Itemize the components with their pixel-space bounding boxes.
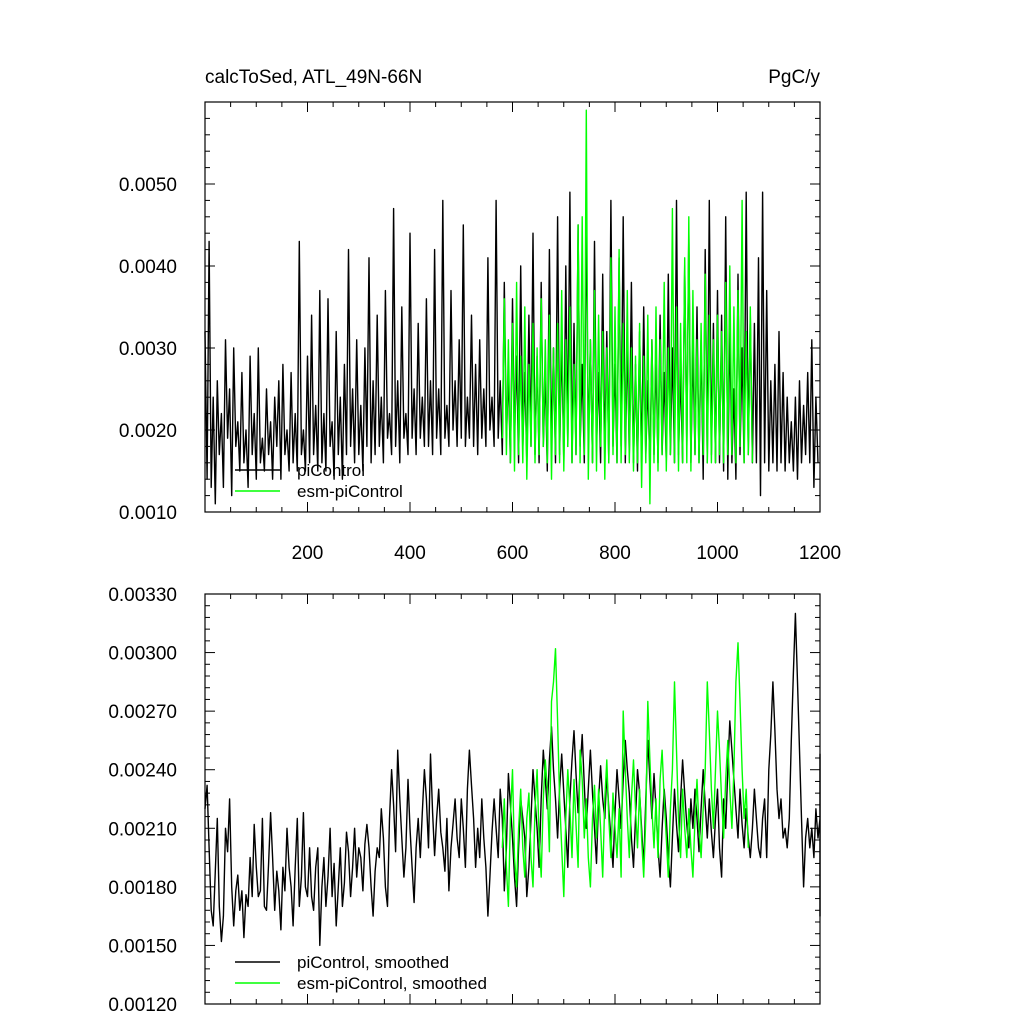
x-tick-label: 800 xyxy=(599,543,631,564)
y-tick-label: 0.0030 xyxy=(119,339,177,360)
chart-title-right-units: PgC/y xyxy=(768,67,820,88)
series-line-esm-picontrol xyxy=(501,109,754,505)
y-tick-label: 0.00300 xyxy=(108,644,177,665)
y-tick-label: 0.0020 xyxy=(119,421,177,442)
y-tick-label: 0.00240 xyxy=(108,761,177,782)
y-tick-label: 0.00120 xyxy=(108,995,177,1016)
y-tick-label: 0.00150 xyxy=(108,936,177,957)
plot-panel-1: 200 400 600 800 1000 1200 0.0010 0.0020 0.0030 0.… xyxy=(119,101,841,564)
plot-panel-2: 0.00120 0.00150 0.00180 0.00210 0.00240 0.002… xyxy=(108,585,821,1016)
y-tick-label: 0.0040 xyxy=(119,257,177,278)
x-tick-label: 200 xyxy=(292,543,324,564)
series-group xyxy=(204,612,821,947)
y-tick-label: 0.0050 xyxy=(119,175,177,196)
legend: piControl esm-piControl xyxy=(235,461,403,501)
legend-label: esm-piControl, smoothed xyxy=(297,974,487,993)
y-tick-label: 0.00330 xyxy=(108,585,177,606)
x-tick-label: 400 xyxy=(394,543,426,564)
y-tick-label: 0.00210 xyxy=(108,819,177,840)
x-tick-label: 1000 xyxy=(696,543,738,564)
y-tick-label: 0.00270 xyxy=(108,702,177,723)
x-tick-label: 1200 xyxy=(799,543,841,564)
legend-label: esm-piControl xyxy=(297,482,403,501)
legend: piControl, smoothed esm-piControl, smooth… xyxy=(235,953,487,993)
series-line-esm-picontrol-smoothed xyxy=(501,642,749,908)
series-group xyxy=(204,109,819,505)
legend-label: piControl xyxy=(297,461,365,480)
legend-label: piControl, smoothed xyxy=(297,953,449,972)
x-tick-label: 600 xyxy=(497,543,529,564)
chart-title-left: calcToSed, ATL_49N-66N xyxy=(205,67,422,88)
y-tick-label: 0.00180 xyxy=(108,878,177,899)
y-tick-label: 0.0010 xyxy=(119,503,177,524)
